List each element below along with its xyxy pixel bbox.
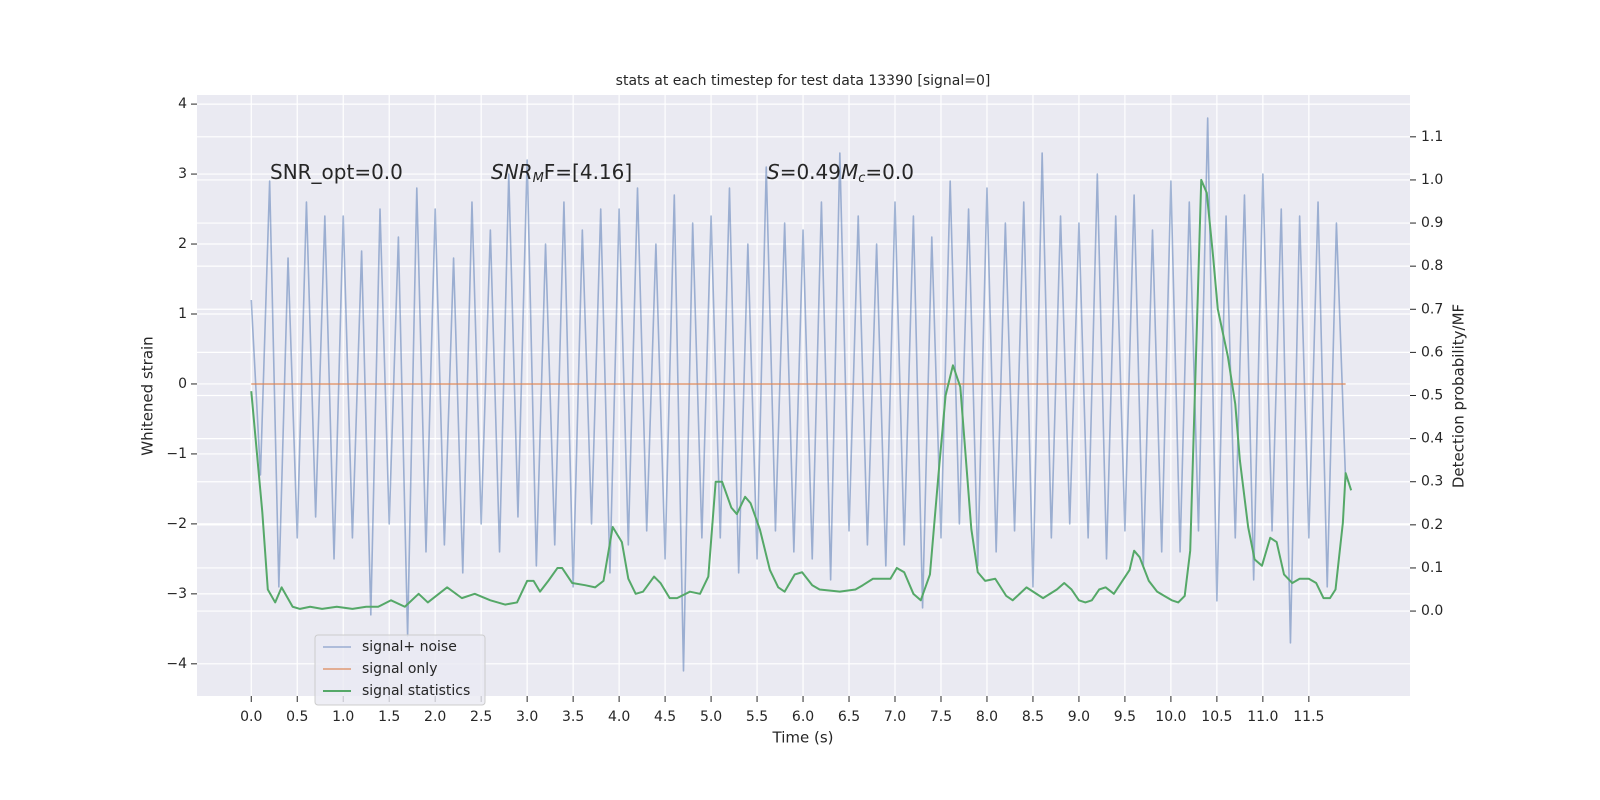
legend-label: signal only <box>362 661 437 677</box>
series-line <box>250 178 1353 610</box>
y-tick-label: 1 <box>178 306 187 322</box>
y-tick-label: 0 <box>178 376 187 392</box>
grid <box>197 95 1410 696</box>
marks <box>250 117 1353 672</box>
y2-tick-label: 0.7 <box>1421 301 1443 317</box>
y2-axis-label: Detection probability/MF <box>1450 304 1468 488</box>
x-tick-label: 7.5 <box>930 709 952 725</box>
y2-tick-label: 0.2 <box>1421 517 1443 533</box>
y2-tick-label: 0.9 <box>1421 215 1443 231</box>
labels: 0.0 0.5 1.0 1.5 2.0 2.5 3.0 3.5 4.0 4.5 5.0 5.5 6.0 6… <box>166 96 1443 725</box>
x-tick-label: 5.0 <box>700 709 722 725</box>
annotation-part: M <box>533 171 544 186</box>
y2-tick-label: 0.1 <box>1421 560 1443 576</box>
annotation-part: =0.0 <box>865 160 914 184</box>
x-tick-label: 0.0 <box>240 709 262 725</box>
y-tick-label: −4 <box>166 656 187 672</box>
x-tick-label: 10.5 <box>1201 709 1232 725</box>
x-tick-label: 3.0 <box>516 709 538 725</box>
x-tick-label: 4.5 <box>654 709 676 725</box>
y2-tick-label: 0.5 <box>1421 388 1443 404</box>
chart-title: stats at each timestep for test data 133… <box>616 73 991 89</box>
y-tick-label: −1 <box>166 446 187 462</box>
annotation: SNRMF=[4.16] <box>491 160 632 186</box>
annotation-part: SNR <box>491 160 533 184</box>
annotation-part: SNR_opt=0.0 <box>270 160 403 184</box>
y2-tick-label: 1.0 <box>1421 172 1443 188</box>
annotation-part: M <box>841 160 858 184</box>
y-tick-label: −2 <box>166 516 187 532</box>
x-tick-label: 6.5 <box>838 709 860 725</box>
annotation: S=0.49Mc=0.0 <box>767 160 914 186</box>
x-tick-label: 1.5 <box>378 709 400 725</box>
x-tick-label: 1.0 <box>332 709 354 725</box>
x-tick-label: 11.0 <box>1247 709 1278 725</box>
y2-tick-label: 0.6 <box>1421 344 1443 360</box>
y-tick-label: −3 <box>166 586 187 602</box>
y2-tick-label: 0.0 <box>1421 603 1443 619</box>
annotation: SNR_opt=0.0 <box>270 160 403 184</box>
y-axis-label: Whitened strain <box>139 336 157 455</box>
x-tick-label: 8.0 <box>976 709 998 725</box>
annotation-part: =0.49 <box>780 160 841 184</box>
annotation-part: c <box>858 171 865 186</box>
series-line <box>250 117 1347 672</box>
y2-tick-label: 1.1 <box>1421 129 1443 145</box>
x-axis-label: Time (s) <box>772 729 834 747</box>
x-tick-label: 4.0 <box>608 709 630 725</box>
annotation-part: F=[4.16] <box>544 160 632 184</box>
y-tick-label: 3 <box>178 166 187 182</box>
x-tick-label: 5.5 <box>746 709 768 725</box>
annotation-part: S <box>767 160 780 184</box>
y2-tick-label: 0.8 <box>1421 258 1443 274</box>
x-tick-label: 2.5 <box>470 709 492 725</box>
x-tick-label: 0.5 <box>286 709 308 725</box>
x-tick-label: 8.5 <box>1022 709 1044 725</box>
x-tick-label: 2.0 <box>424 709 446 725</box>
y-tick-label: 4 <box>178 96 187 112</box>
x-tick-label: 9.5 <box>1114 709 1136 725</box>
x-tick-label: 6.0 <box>792 709 814 725</box>
legend-label: signal+ noise <box>362 639 457 655</box>
x-tick-label: 3.5 <box>562 709 584 725</box>
y-tick-label: 2 <box>178 236 187 252</box>
x-tick-label: 7.0 <box>884 709 906 725</box>
y2-tick-label: 0.4 <box>1421 431 1443 447</box>
legend-box <box>314 634 486 706</box>
x-tick-label: 9.0 <box>1068 709 1090 725</box>
x-tick-label: 11.5 <box>1293 709 1324 725</box>
legend-label: signal statistics <box>362 683 470 699</box>
x-tick-label: 10.0 <box>1155 709 1186 725</box>
y2-tick-label: 0.3 <box>1421 474 1443 490</box>
